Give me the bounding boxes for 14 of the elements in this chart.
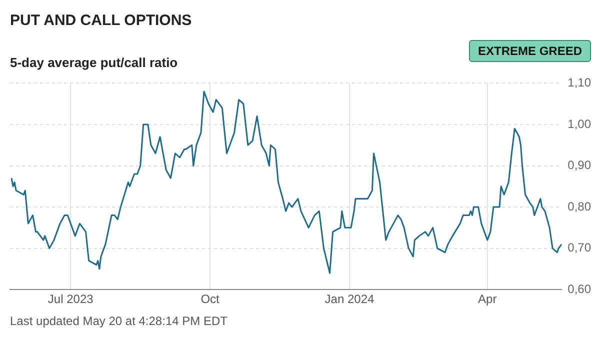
y-tick-label: 1,00	[568, 116, 592, 131]
y-tick-label: 1,10	[568, 76, 592, 90]
x-tick-label: Apr	[478, 292, 497, 306]
text: EXTREME GREED	[468, 40, 591, 62]
text: Last updated May 20 at 4:28:14 PM EDT	[10, 314, 228, 328]
x-tick-label: Jul 2023	[48, 292, 94, 306]
y-tick-label: 0,80	[568, 199, 592, 214]
chart-subtitle: 5-day average put/call ratio	[10, 55, 178, 70]
y-tick-label: 0,60	[568, 282, 592, 296]
y-tick-label: 0,70	[568, 240, 592, 255]
y-tick-label: 0,90	[568, 158, 592, 172]
chart-title: PUT AND CALL OPTIONS	[10, 12, 192, 29]
x-tick-label: Jan 2024	[324, 292, 374, 306]
x-tick-label: Oct	[200, 292, 220, 306]
